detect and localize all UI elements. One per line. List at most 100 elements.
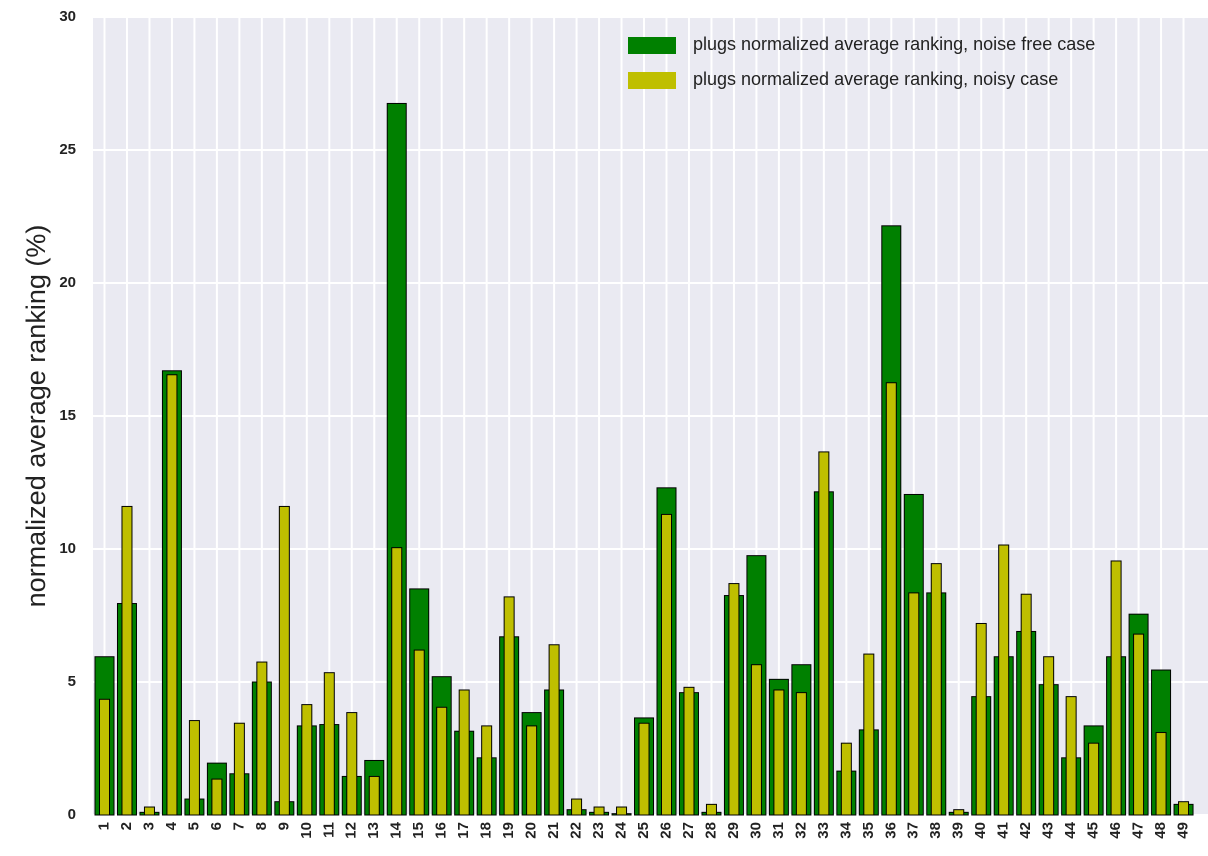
bar xyxy=(930,563,942,816)
x-tick-label: 32 xyxy=(792,822,809,839)
x-tick-label: 23 xyxy=(590,822,607,839)
bar xyxy=(1110,560,1122,816)
bar xyxy=(143,806,155,816)
x-tick-label: 5 xyxy=(185,822,202,830)
x-tick-label: 2 xyxy=(118,822,135,830)
bar xyxy=(795,692,807,816)
bar xyxy=(750,664,762,816)
x-tick-label: 39 xyxy=(950,822,967,839)
y-tick-label: 5 xyxy=(68,673,76,690)
bar xyxy=(885,382,897,816)
bar xyxy=(638,722,650,816)
y-tick-label: 15 xyxy=(59,407,76,424)
x-tick-label: 25 xyxy=(635,822,652,839)
bar xyxy=(1133,633,1145,816)
bar xyxy=(683,686,695,816)
x-tick-label: 43 xyxy=(1040,822,1057,839)
bar xyxy=(1088,742,1100,816)
x-tick-label: 4 xyxy=(163,821,180,830)
bar xyxy=(548,644,560,816)
bar xyxy=(413,649,425,816)
bar xyxy=(188,720,200,816)
x-tick-label: 40 xyxy=(972,822,989,839)
bar xyxy=(323,672,335,816)
x-tick-label: 9 xyxy=(275,822,292,830)
x-tick-label: 8 xyxy=(253,822,270,830)
x-tick-label: 37 xyxy=(905,822,922,839)
x-tick-label: 3 xyxy=(140,822,157,830)
x-tick-label: 35 xyxy=(860,822,877,839)
legend-label: plugs normalized average ranking, noisy … xyxy=(693,69,1058,89)
y-tick-label: 10 xyxy=(59,540,76,557)
x-tick-label: 28 xyxy=(702,822,719,839)
x-tick-label: 6 xyxy=(208,822,225,830)
x-tick-label: 11 xyxy=(320,822,337,838)
bar xyxy=(953,809,965,816)
legend-swatch xyxy=(628,72,676,89)
bar xyxy=(728,583,740,816)
bar xyxy=(436,706,448,816)
x-tick-label: 30 xyxy=(747,822,764,839)
bar xyxy=(661,513,672,816)
x-tick-label: 45 xyxy=(1085,822,1102,839)
x-tick-label: 24 xyxy=(613,821,630,838)
bar xyxy=(368,775,380,816)
x-tick-label: 26 xyxy=(657,822,674,839)
x-tick-label: 12 xyxy=(343,822,360,839)
x-tick-label: 1 xyxy=(95,822,112,830)
x-tick-label: 42 xyxy=(1017,822,1034,839)
bars xyxy=(94,102,1194,816)
x-tick-label: 19 xyxy=(500,822,517,839)
x-tick-label: 22 xyxy=(568,822,585,839)
bar xyxy=(211,778,223,816)
bar xyxy=(526,725,538,816)
bar xyxy=(301,704,313,816)
bar xyxy=(616,806,628,816)
x-tick-label: 33 xyxy=(815,822,832,839)
bar xyxy=(1065,696,1077,816)
bar xyxy=(1043,656,1055,816)
x-tick-label: 46 xyxy=(1107,822,1124,839)
x-tick-label: 7 xyxy=(230,822,247,830)
bar xyxy=(908,592,920,816)
x-tick-label: 14 xyxy=(388,821,405,838)
bar xyxy=(818,451,830,816)
x-tick-label: 47 xyxy=(1130,822,1147,839)
x-tick-label: 48 xyxy=(1152,822,1169,839)
bar xyxy=(840,742,852,816)
bar xyxy=(256,661,268,816)
x-tick-label: 29 xyxy=(725,822,742,839)
x-tick-label: 20 xyxy=(523,822,540,839)
x-tick-label: 49 xyxy=(1175,822,1192,839)
bar xyxy=(571,798,583,816)
bar xyxy=(998,544,1010,816)
x-tick-label: 41 xyxy=(995,822,1012,839)
y-tick-label: 20 xyxy=(59,274,76,291)
bar xyxy=(346,712,358,816)
bar xyxy=(458,689,470,816)
x-tick-label: 44 xyxy=(1062,821,1079,838)
bar xyxy=(278,505,290,816)
x-tick-label: 38 xyxy=(927,822,944,839)
bar xyxy=(593,806,605,816)
bar xyxy=(503,596,515,816)
y-tick-label: 25 xyxy=(59,141,76,158)
bar xyxy=(1020,593,1032,816)
legend-label: plugs normalized average ranking, noise … xyxy=(693,34,1095,54)
y-axis-label: normalized average ranking (%) xyxy=(21,225,51,608)
bar xyxy=(99,698,110,816)
x-tick-label: 36 xyxy=(882,822,899,839)
bar xyxy=(773,689,785,816)
x-tick-label: 31 xyxy=(770,822,787,839)
x-tick-label: 21 xyxy=(545,822,562,839)
x-tick-label: 34 xyxy=(837,821,854,838)
x-tick-label: 18 xyxy=(478,822,495,839)
legend-swatch xyxy=(628,37,676,54)
bar xyxy=(166,374,178,816)
x-tick-label: 27 xyxy=(680,822,697,839)
bar xyxy=(233,722,245,816)
bar xyxy=(975,622,987,816)
bar xyxy=(705,803,717,816)
